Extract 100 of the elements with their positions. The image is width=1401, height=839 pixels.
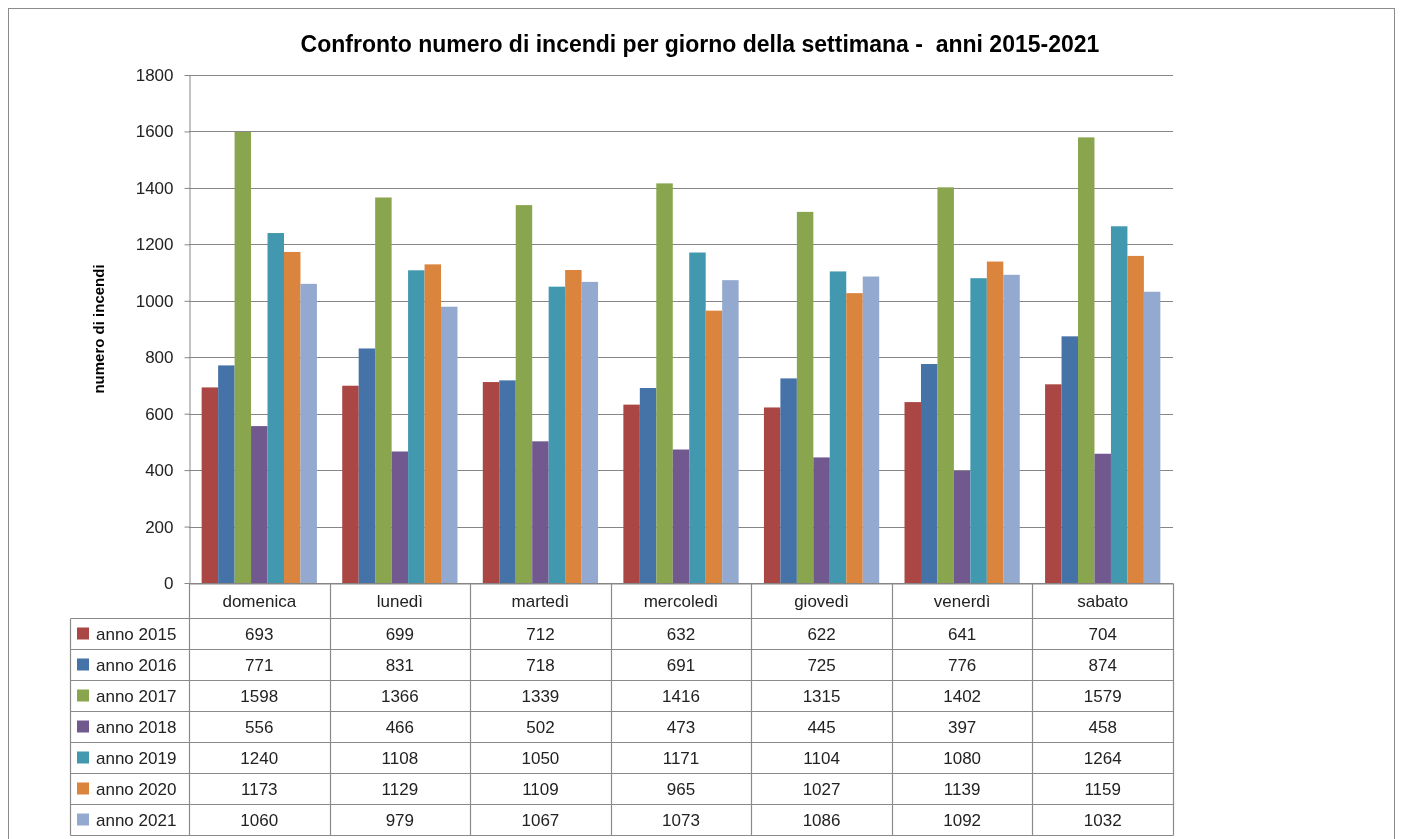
data-label: 1171 (662, 748, 700, 768)
y-tick-label: 1600 (135, 122, 174, 142)
bar (970, 278, 987, 583)
y-tick-label: 1000 (135, 291, 174, 311)
y-tick-label: 1200 (135, 235, 174, 255)
data-label: 1092 (943, 810, 982, 830)
bar (1110, 226, 1128, 583)
bar (656, 183, 673, 583)
data-label: 693 (245, 624, 274, 644)
data-label: 502 (526, 717, 555, 737)
data-label: 704 (1088, 624, 1117, 644)
data-label: 1366 (380, 686, 419, 706)
x-tick-label: lunedì (376, 592, 424, 612)
bar (829, 271, 847, 583)
bar (986, 261, 1004, 583)
data-label: 1060 (240, 810, 279, 830)
legend-label: anno 2018 (96, 717, 177, 737)
data-label: 1139 (943, 779, 981, 799)
data-label: 712 (526, 624, 555, 644)
data-label: 556 (245, 717, 274, 737)
data-label: 1104 (803, 748, 840, 768)
data-label: 458 (1088, 717, 1117, 737)
bar (1127, 255, 1144, 583)
bar (1061, 336, 1079, 583)
data-label: 1067 (521, 810, 560, 830)
bar (862, 276, 880, 583)
data-label: 1240 (240, 748, 279, 768)
legend-label: anno 2017 (96, 686, 177, 706)
bar (846, 293, 863, 583)
data-label: 1339 (521, 686, 560, 706)
bar (722, 280, 739, 583)
bar (689, 252, 706, 583)
data-label: 1086 (802, 810, 841, 830)
data-label: 776 (947, 655, 977, 675)
bar (1078, 137, 1095, 583)
bar (358, 348, 376, 583)
bar (218, 365, 235, 583)
bar (482, 382, 500, 583)
data-label: 1315 (802, 686, 841, 706)
bar (1045, 384, 1062, 583)
data-label: 718 (526, 655, 555, 675)
x-tick-label: sabato (1077, 592, 1129, 612)
bar (300, 283, 317, 583)
data-label: 1173 (241, 779, 278, 799)
data-label: 1159 (1084, 779, 1121, 799)
chart-title: Confronto numero di incendi per giorno della settimana - anni 2015-2021 (300, 31, 1100, 57)
y-tick-label: 1400 (135, 178, 174, 198)
bar (515, 205, 533, 583)
bar (1003, 274, 1020, 583)
data-label: 874 (1088, 655, 1117, 675)
data-label: 1109 (522, 779, 559, 799)
bar (953, 470, 971, 583)
data-label: 691 (666, 655, 696, 675)
bar (499, 380, 516, 583)
bar (342, 385, 359, 583)
bar (283, 251, 301, 583)
y-tick-label: 200 (145, 517, 174, 537)
bar (1094, 453, 1111, 583)
bar (904, 402, 921, 583)
legend-label: anno 2019 (96, 748, 177, 768)
bar (639, 387, 657, 583)
bar (920, 364, 938, 583)
bar (391, 451, 409, 583)
bar (796, 211, 814, 583)
data-label: 1264 (1083, 748, 1122, 768)
bar (251, 426, 268, 583)
data-label: 699 (385, 624, 415, 644)
legend-label: anno 2021 (96, 810, 177, 830)
data-label: 473 (666, 717, 696, 737)
data-label: 1598 (240, 686, 279, 706)
data-label: 1073 (662, 810, 700, 830)
bar (441, 306, 458, 583)
data-label: 622 (807, 624, 836, 644)
bar (565, 270, 582, 583)
y-tick-label: 800 (145, 348, 174, 368)
bar (937, 187, 954, 583)
y-tick-label: 600 (145, 404, 174, 424)
data-label: 771 (245, 655, 274, 675)
bar (532, 441, 549, 583)
data-label: 397 (947, 717, 977, 737)
bar (705, 310, 723, 583)
data-label: 445 (807, 717, 836, 737)
bar (424, 264, 442, 583)
bar (672, 449, 690, 583)
bar (813, 457, 830, 583)
legend-label: anno 2020 (96, 779, 177, 799)
data-label: 1027 (802, 779, 841, 799)
bar (267, 233, 284, 583)
data-label: 1108 (381, 748, 419, 768)
bar (623, 404, 640, 583)
data-label: 466 (385, 717, 415, 737)
data-label: 979 (385, 810, 415, 830)
data-label: 1129 (381, 779, 419, 799)
legend-label: anno 2015 (96, 624, 177, 644)
bar (408, 270, 425, 583)
bar (234, 132, 252, 583)
data-label: 725 (807, 655, 836, 675)
bar (780, 378, 797, 583)
bar (375, 197, 392, 583)
data-label: 1032 (1083, 810, 1122, 830)
